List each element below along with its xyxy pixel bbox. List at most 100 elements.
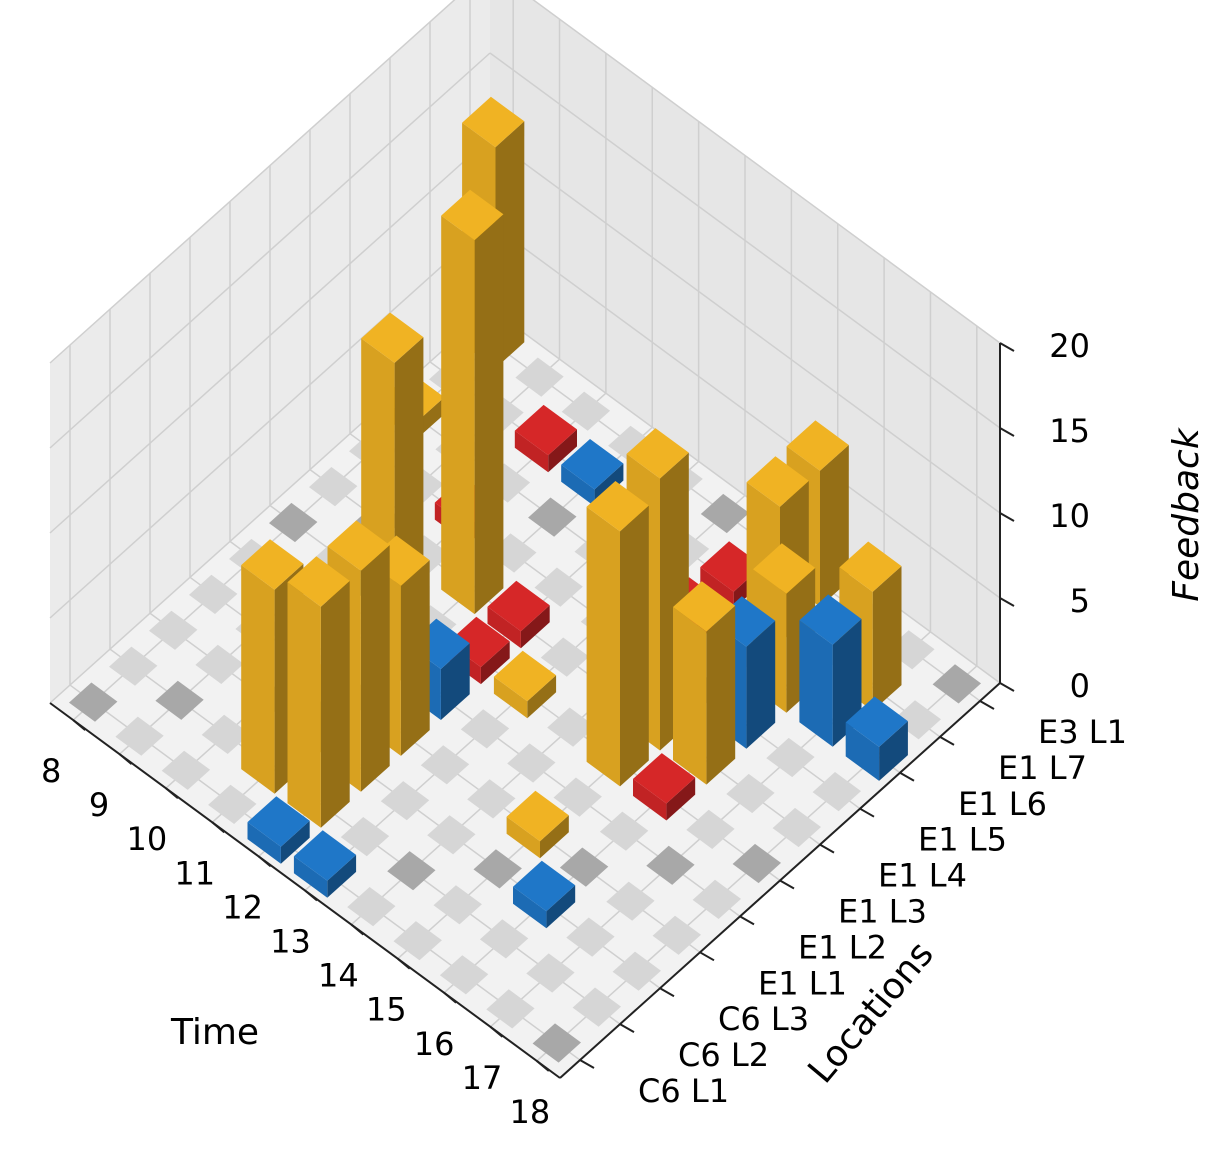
bar-top-face <box>287 556 350 607</box>
zero-tile <box>766 737 815 778</box>
time-tick <box>257 855 272 868</box>
zero-tile <box>606 881 655 921</box>
bar-front-face <box>293 856 328 898</box>
zero-tile <box>534 567 583 607</box>
location-tick-label: E1 L3 <box>838 893 927 931</box>
bar-12-e1-l4 <box>487 580 550 649</box>
bar-11-e1-l4 <box>441 189 504 615</box>
bar-top-face <box>487 580 550 632</box>
zero-tile <box>515 357 564 397</box>
bar-side-face <box>360 545 390 792</box>
time-tick <box>72 719 86 731</box>
time-tick <box>118 753 133 765</box>
bar-top-face <box>753 543 816 594</box>
location-tick-label: E1 L6 <box>958 785 1047 823</box>
bar-side-face <box>474 214 504 615</box>
time-tick <box>536 1060 550 1072</box>
bar-side-face <box>480 641 510 685</box>
time-tick-label: 8 <box>41 752 61 790</box>
time-tick-label: 9 <box>89 786 109 824</box>
bar-top-face <box>626 428 689 479</box>
bar-top-face <box>839 541 902 592</box>
zero-tile <box>561 391 611 431</box>
zero-tile <box>572 987 621 1027</box>
bar-15-e1-l3 <box>586 481 649 787</box>
x-axis-title: Time <box>170 1012 259 1053</box>
location-tick-label: E1 L7 <box>998 749 1087 787</box>
bar-18-e1-l6 <box>845 696 908 781</box>
zero-tile <box>347 887 396 927</box>
bar-side-face <box>746 620 776 749</box>
zero-tile <box>439 955 489 995</box>
z-tick <box>999 342 1015 352</box>
z-tick <box>999 512 1015 522</box>
zero-tile <box>460 709 510 749</box>
bar-front-face <box>247 822 281 864</box>
zero-tile <box>652 915 701 955</box>
bar-front-face <box>441 215 475 615</box>
time-tick-label: 12 <box>222 888 263 926</box>
time-tick <box>304 889 318 902</box>
bar-13-c6-l1 <box>293 830 357 898</box>
location-tick <box>979 700 995 710</box>
zero-tile <box>208 784 257 824</box>
time-tick <box>350 923 365 936</box>
time-tick-label: 11 <box>174 854 215 892</box>
wall-gridline-z <box>49 52 491 449</box>
location-tick <box>619 1023 635 1034</box>
bar-front-face <box>633 778 667 821</box>
bar-top-face <box>247 796 310 847</box>
zero-tile <box>540 637 590 677</box>
zero-tile <box>686 809 735 849</box>
zero-tile <box>115 716 164 756</box>
bar-front-face <box>799 620 833 747</box>
z-tick <box>999 682 1015 692</box>
zero-tile <box>161 750 211 790</box>
bar-top-face <box>241 539 304 590</box>
wall-gridline-z <box>49 222 491 619</box>
bar-side-face <box>520 605 550 649</box>
data-bars <box>241 96 908 929</box>
location-tick-label: E1 L2 <box>798 928 887 966</box>
location-tick <box>579 1059 595 1069</box>
bar-top-face <box>586 481 649 532</box>
bar-front-face <box>487 606 521 649</box>
location-tick <box>819 843 835 854</box>
location-tick <box>659 987 675 998</box>
location-tick-label: C6 L2 <box>678 1036 769 1074</box>
location-tick-label: E1 L4 <box>878 857 967 895</box>
bar-side-face <box>540 815 569 859</box>
zero-tile <box>732 843 781 884</box>
bar-side-face <box>872 566 902 711</box>
time-tick <box>489 1026 504 1038</box>
zero-tile <box>599 811 649 851</box>
location-tick <box>699 951 715 962</box>
bar-top-face <box>441 189 504 241</box>
zero-tile <box>932 664 981 704</box>
zero-tile <box>486 989 535 1029</box>
bar-front-face <box>514 430 549 473</box>
bar-front-face <box>586 506 620 787</box>
time-tick <box>165 787 179 799</box>
time-tick-label: 15 <box>366 991 407 1029</box>
bar-side-face <box>327 854 357 898</box>
bar-top-face <box>361 312 424 363</box>
location-tick-label: C6 L3 <box>718 1000 809 1038</box>
zero-tile <box>700 493 750 534</box>
bar-front-face <box>845 722 880 781</box>
zero-tile <box>420 745 470 785</box>
wall-gridline-z <box>49 0 456 364</box>
zero-tile <box>726 773 775 814</box>
bar-side-face <box>400 560 430 756</box>
time-tick-label: 10 <box>127 820 168 858</box>
zero-tile <box>507 743 556 783</box>
time-tick <box>211 821 225 834</box>
bar-side-face <box>280 820 310 864</box>
bar-side-face <box>546 885 576 929</box>
bar-front-face <box>287 582 321 828</box>
bar-top-face <box>673 581 736 632</box>
bar-12-c6-l1 <box>247 796 310 864</box>
time-tick-label: 14 <box>318 957 359 995</box>
zero-tile <box>559 847 609 887</box>
